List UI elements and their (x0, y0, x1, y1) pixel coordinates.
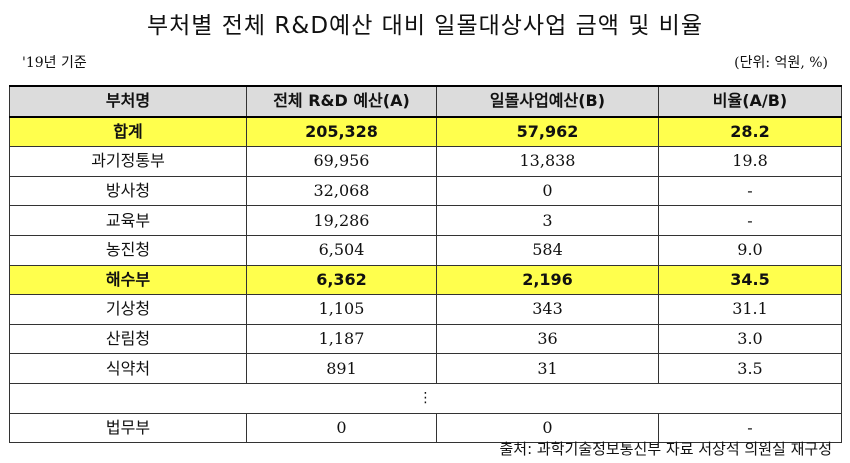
sunset-budget-cell: 0 (436, 175, 659, 207)
sunset-budget-cell: 13,838 (436, 146, 659, 177)
table-row-highlighted: 해수부 6,362 2,196 34.5 (9, 264, 842, 296)
total-budget-cell: 69,956 (246, 146, 437, 177)
ellipsis-cell: ⋮ (9, 382, 842, 414)
ratio-cell: 19.8 (658, 146, 842, 177)
total-budget-cell: 19,286 (246, 205, 437, 236)
ratio-cell: 3.0 (658, 323, 842, 355)
table-row: 교육부 19,286 3 - (9, 205, 842, 236)
document-title: 부처별 전체 R&D예산 대비 일몰대상사업 금액 및 비율 (146, 13, 703, 39)
sunset-budget-cell: 3 (436, 205, 659, 236)
ministry-cell: 방사청 (9, 175, 247, 207)
budget-table: 부처명 전체 R&D 예산(A) 일몰사업예산(B) 비율(A/B) 합계 20… (9, 85, 842, 444)
total-budget-cell: 1,187 (246, 323, 437, 355)
sunset-budget-cell: 36 (436, 323, 659, 355)
header-sunset-budget: 일몰사업예산(B) (436, 85, 659, 118)
header-ratio: 비율(A/B) (658, 85, 842, 118)
ministry-cell: 해수부 (9, 264, 247, 296)
total-budget-cell: 205,328 (246, 116, 437, 148)
table-row: 식약처 891 31 3.5 (9, 353, 842, 384)
ministry-cell: 산림청 (9, 323, 247, 355)
ministry-cell: 법무부 (9, 412, 247, 444)
table-row-ellipsis: ⋮ (9, 382, 842, 414)
table-header-row: 부처명 전체 R&D 예산(A) 일몰사업예산(B) 비율(A/B) (9, 85, 842, 118)
table-row: 방사청 32,068 0 - (9, 175, 842, 207)
total-budget-cell: 891 (246, 353, 437, 384)
unit-note: (단위: 억원, %) (734, 55, 828, 71)
header-ministry: 부처명 (9, 85, 247, 118)
header-total-budget: 전체 R&D 예산(A) (246, 85, 437, 118)
ministry-cell: 농진청 (9, 234, 247, 266)
table-row: 산림청 1,187 36 3.0 (9, 323, 842, 355)
basis-year-note: '19년 기준 (22, 55, 87, 71)
total-budget-cell: 32,068 (246, 175, 437, 207)
ratio-cell: - (658, 412, 842, 444)
ministry-cell: 과기정통부 (9, 146, 247, 177)
sunset-budget-cell: 31 (436, 353, 659, 384)
ratio-cell: 3.5 (658, 353, 842, 384)
source-note: 출처: 과학기술정보통신부 자료 서상석 의원실 재구성 (499, 440, 833, 458)
total-budget-cell: 6,504 (246, 234, 437, 266)
sunset-budget-cell: 57,962 (436, 116, 659, 148)
ratio-cell: 28.2 (658, 116, 842, 148)
sunset-budget-cell: 2,196 (436, 264, 659, 296)
table-row: 농진청 6,504 584 9.0 (9, 234, 842, 266)
ratio-cell: - (658, 205, 842, 236)
total-budget-cell: 6,362 (246, 264, 437, 296)
ratio-cell: 9.0 (658, 234, 842, 266)
ministry-cell: 식약처 (9, 353, 247, 384)
total-budget-cell: 1,105 (246, 294, 437, 325)
table-row-total: 합계 205,328 57,962 28.2 (9, 116, 842, 148)
table-row: 기상청 1,105 343 31.1 (9, 294, 842, 325)
ministry-cell: 기상청 (9, 294, 247, 325)
sunset-budget-cell: 584 (436, 234, 659, 266)
total-budget-cell: 0 (246, 412, 437, 444)
sunset-budget-cell: 343 (436, 294, 659, 325)
ratio-cell: - (658, 175, 842, 207)
ministry-cell: 합계 (9, 116, 247, 148)
table-row: 법무부 0 0 - (9, 412, 842, 444)
table-row: 과기정통부 69,956 13,838 19.8 (9, 146, 842, 177)
ratio-cell: 31.1 (658, 294, 842, 325)
ministry-cell: 교육부 (9, 205, 247, 236)
ratio-cell: 34.5 (658, 264, 842, 296)
